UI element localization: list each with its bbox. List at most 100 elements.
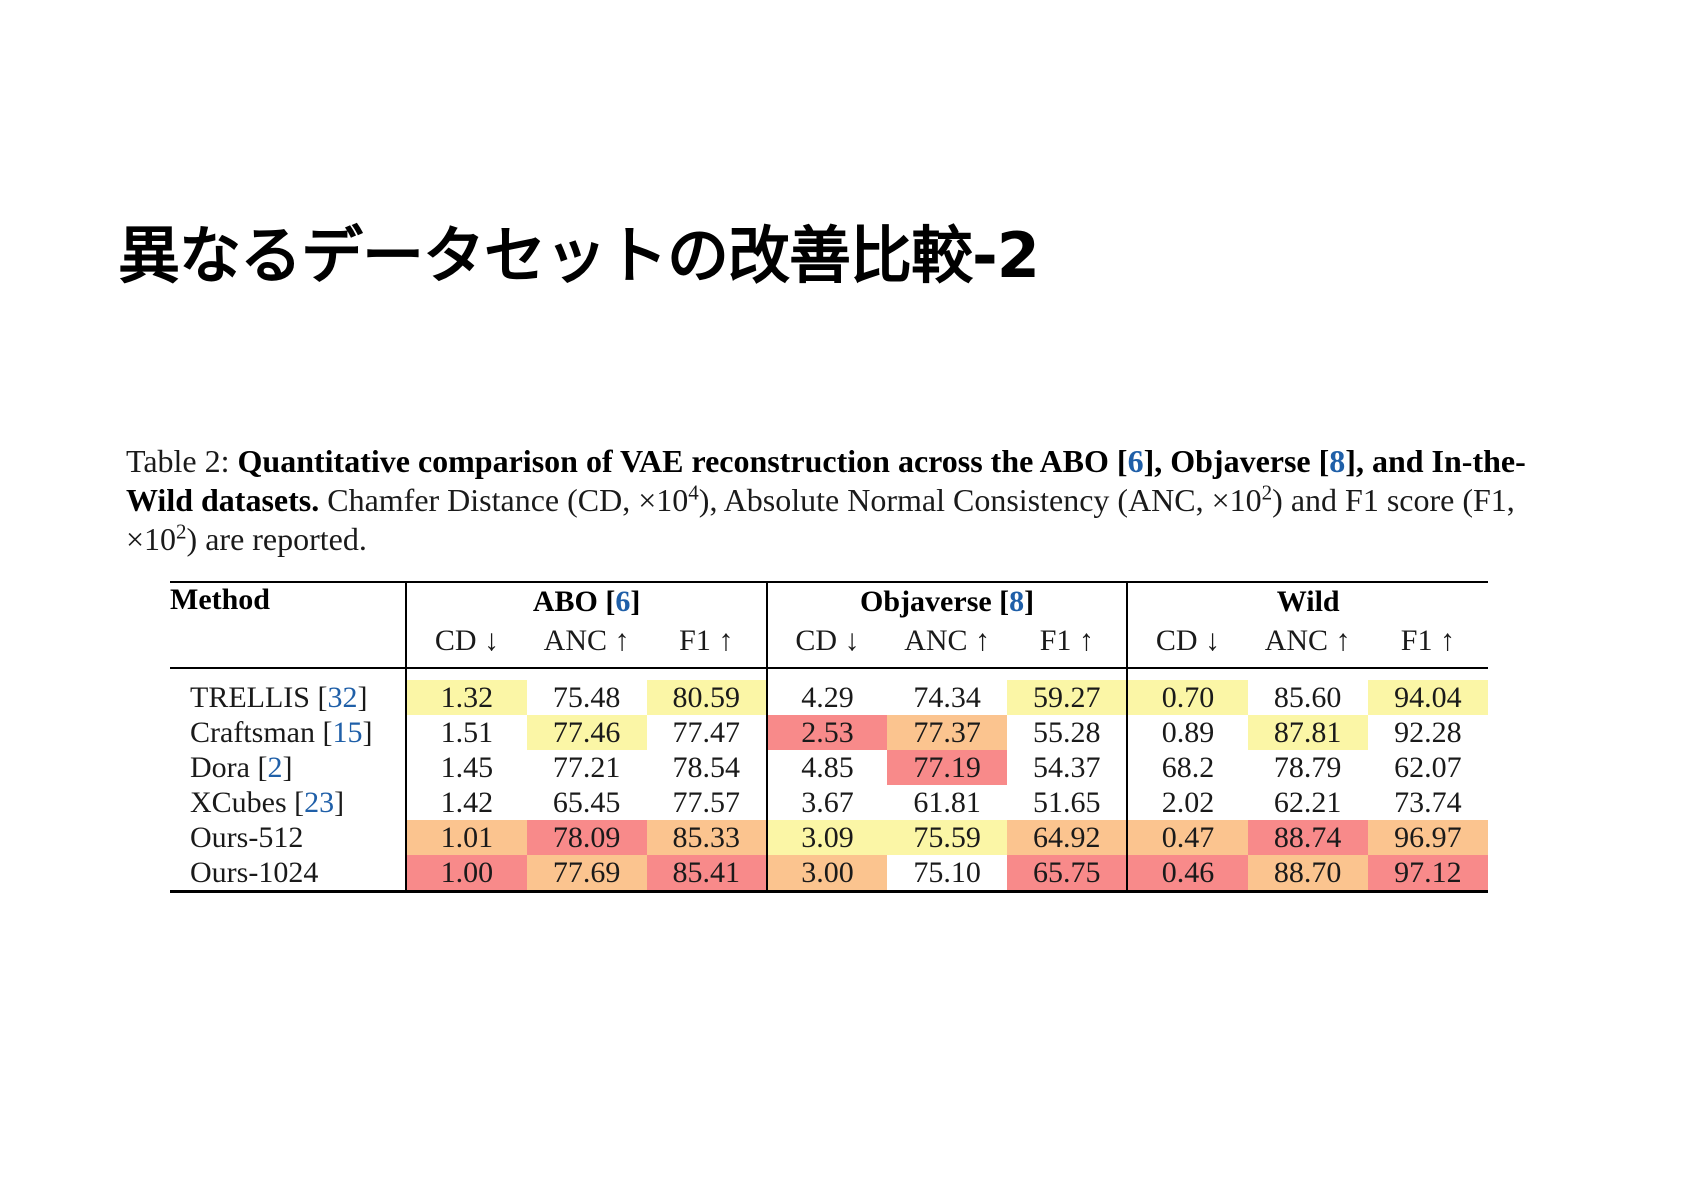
caption-text-4: ) are reported.: [186, 521, 367, 557]
method-cell: TRELLIS [32]: [190, 681, 368, 714]
metric-header: CD ↓: [405, 621, 527, 668]
value-cell: 85.41: [646, 855, 767, 892]
value-cell: 2.02: [1126, 785, 1248, 820]
value-cell: 75.59: [887, 820, 1008, 855]
value-cell: 61.81: [913, 786, 981, 819]
method-cell: Craftsman [15]: [190, 716, 373, 749]
value-cell: 2.53: [765, 715, 888, 750]
value-cell: 3.00: [765, 855, 888, 892]
citation-link-abo[interactable]: 6: [1127, 443, 1144, 479]
value-cell: 77.21: [552, 751, 621, 784]
value-cell: 74.34: [913, 681, 981, 714]
method-name: Dora: [190, 751, 250, 784]
citation-link[interactable]: 23: [304, 786, 335, 819]
value-cell: 62.21: [1273, 786, 1342, 819]
value-cell: 97.12: [1367, 855, 1488, 892]
header-group-row: Method ABO [6] Objaverse [8] Wild: [170, 582, 1488, 621]
header-metric-row: CD ↓ ANC ↑ F1 ↑ CD ↓ ANC ↑ F1 ↑ CD ↓ ANC ↑ F1 ↑: [170, 621, 1488, 668]
caption-sup-2: 2: [1261, 480, 1273, 505]
metric-header: F1 ↑: [679, 624, 734, 657]
value-cell: 73.74: [1394, 786, 1462, 819]
caption-sup-3: 2: [176, 519, 187, 544]
method-name: XCubes: [190, 786, 287, 819]
caption-bold-2: ], Objaverse [: [1143, 443, 1330, 479]
value-cell: 85.60: [1273, 681, 1342, 714]
method-cell: Dora [2]: [190, 751, 293, 784]
caption-sup-1: 4: [688, 480, 699, 505]
value-cell: 68.2: [1126, 750, 1248, 785]
metric-header: CD ↓: [1126, 621, 1248, 668]
value-cell: 77.19: [887, 750, 1008, 785]
citation-link[interactable]: 15: [332, 716, 363, 749]
metric-header: F1 ↑: [1400, 624, 1455, 657]
table-row: Ours-512 1.01 78.09 85.33 3.09 75.59 64.92 0.47…: [170, 820, 1488, 855]
caption-bold-3: ], and In-the-Wild datasets.: [126, 443, 1526, 518]
value-cell: 1.01: [405, 820, 527, 855]
method-name: Ours-512: [190, 821, 304, 854]
value-cell: 77.47: [672, 716, 741, 749]
value-cell: 65.75: [1007, 855, 1128, 892]
caption-text-1: Chamfer Distance (CD, ×10: [327, 482, 689, 518]
value-cell: 4.29: [765, 668, 888, 715]
group-header-objaverse: Objaverse [8]: [765, 582, 1128, 621]
metric-header: CD ↓: [765, 621, 888, 668]
value-cell: 87.81: [1247, 715, 1368, 750]
value-cell: 96.97: [1367, 820, 1488, 855]
metric-header: F1 ↑: [1039, 624, 1094, 657]
results-table-container: Method ABO [6] Objaverse [8] Wild CD ↓ AN…: [170, 581, 1488, 893]
method-cell: Ours-512: [170, 820, 406, 855]
value-cell: 54.37: [1033, 751, 1101, 784]
value-cell: 77.37: [887, 715, 1008, 750]
value-cell: 88.74: [1247, 820, 1368, 855]
citation-link[interactable]: 2: [267, 751, 283, 784]
value-cell: 1.51: [405, 715, 527, 750]
value-cell: 3.67: [765, 785, 888, 820]
value-cell: 78.54: [672, 751, 741, 784]
value-cell: 77.69: [526, 855, 647, 892]
citation-link-abo-header[interactable]: 6: [615, 585, 631, 618]
group-header-abo: ABO [6]: [405, 582, 767, 621]
value-cell: 65.45: [552, 786, 621, 819]
value-cell: 55.28: [1033, 716, 1101, 749]
value-cell: 0.70: [1126, 668, 1248, 715]
value-cell: 88.70: [1247, 855, 1368, 892]
value-cell: 92.28: [1394, 716, 1462, 749]
value-cell: 0.47: [1126, 820, 1248, 855]
table-row: TRELLIS [32] 1.32 75.48 80.59 4.29 74.34 59.27…: [170, 668, 1488, 715]
metric-header: ANC ↑: [1264, 624, 1351, 657]
table-row: XCubes [23] 1.42 65.45 77.57 3.67 61.81 51.65 2…: [170, 785, 1488, 820]
table-caption: Table 2: Quantitative comparison of VAE …: [126, 442, 1556, 559]
citation-link-objaverse-header[interactable]: 8: [1009, 585, 1025, 618]
citation-link-objaverse[interactable]: 8: [1329, 443, 1346, 479]
group-header-wild: Wild: [1126, 582, 1488, 621]
caption-label: Table 2:: [126, 443, 230, 479]
metric-header: ANC ↑: [543, 624, 630, 657]
value-cell: 75.48: [552, 681, 621, 714]
value-cell: 1.45: [405, 750, 527, 785]
table-row: Ours-1024 1.00 77.69 85.41 3.00 75.10 65.75 0.4…: [170, 855, 1488, 892]
value-cell: 77.46: [526, 715, 647, 750]
value-cell: 0.46: [1126, 855, 1248, 892]
value-cell: 51.65: [1033, 786, 1101, 819]
method-cell: XCubes [23]: [190, 786, 345, 819]
table-row: Craftsman [15] 1.51 77.46 77.47 2.53 77.37 55.…: [170, 715, 1488, 750]
caption-text-3: ) and F1 score (F1, ×10: [126, 482, 1515, 557]
value-cell: 94.04: [1367, 668, 1488, 715]
citation-link[interactable]: 32: [327, 681, 358, 714]
value-cell: 75.10: [913, 856, 981, 889]
method-header: Method: [170, 583, 270, 616]
slide-title: 異なるデータセットの改善比較-2: [118, 219, 1040, 292]
value-cell: 62.07: [1394, 751, 1462, 784]
caption-text-2: ), Absolute Normal Consistency (ANC, ×10: [698, 482, 1262, 518]
results-table: Method ABO [6] Objaverse [8] Wild CD ↓ AN…: [170, 581, 1488, 893]
value-cell: 78.79: [1273, 751, 1342, 784]
method-name: Craftsman: [190, 716, 315, 749]
value-cell: 3.09: [765, 820, 888, 855]
value-cell: 0.89: [1126, 715, 1248, 750]
metric-header: ANC ↑: [904, 624, 991, 657]
value-cell: 77.57: [672, 786, 741, 819]
value-cell: 80.59: [646, 668, 767, 715]
value-cell: 1.00: [405, 855, 527, 892]
value-cell: 1.42: [405, 785, 527, 820]
value-cell: 85.33: [646, 820, 767, 855]
